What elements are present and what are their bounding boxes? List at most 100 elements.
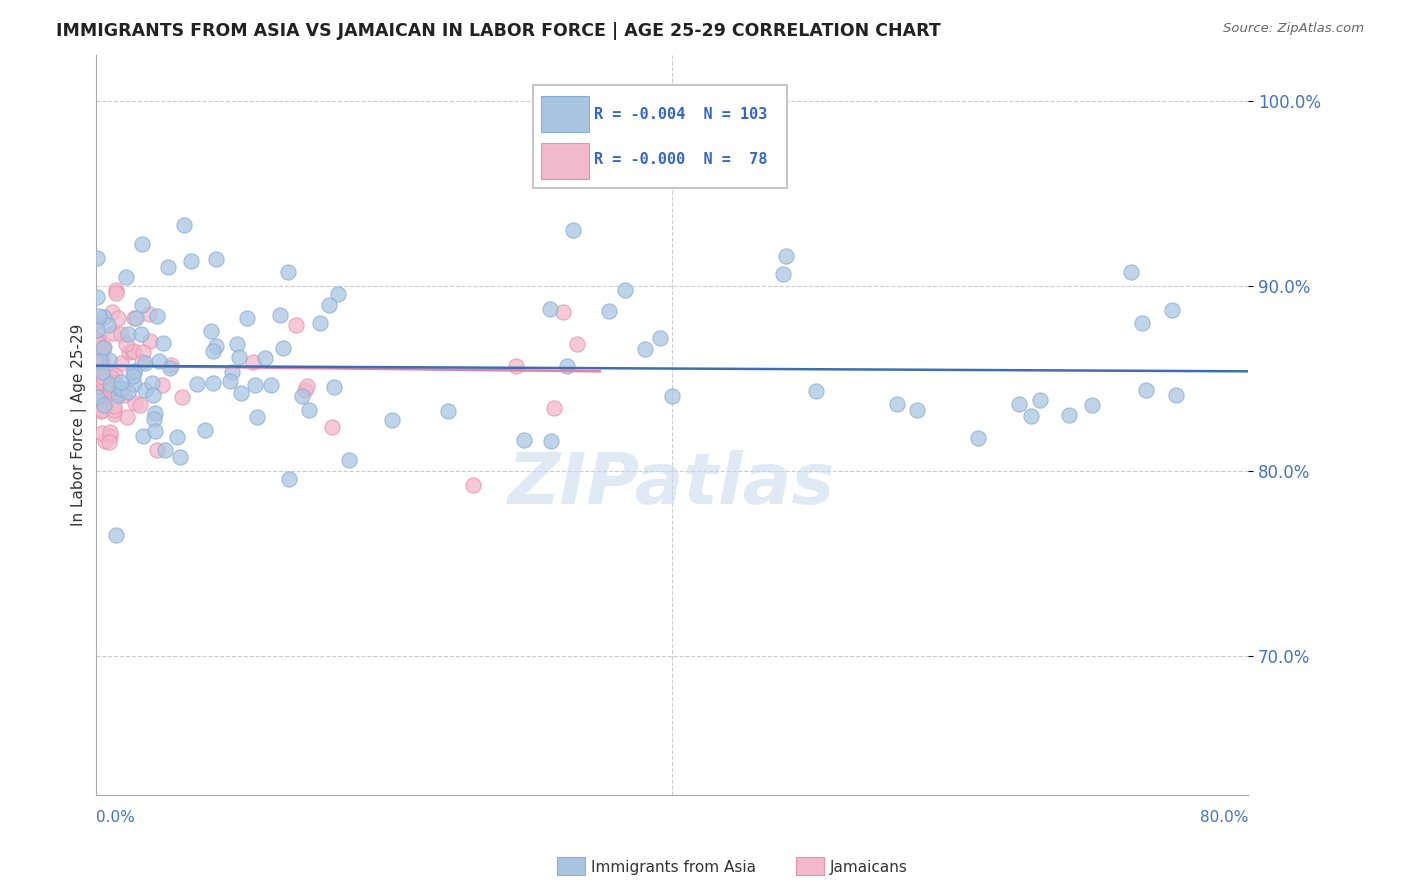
Point — [205, 252, 228, 267]
Point — [277, 264, 299, 278]
Point — [121, 369, 143, 384]
Point — [318, 298, 340, 312]
Point — [337, 452, 360, 467]
Point — [321, 420, 343, 434]
Point — [114, 270, 136, 285]
Point — [194, 423, 217, 437]
Point — [87, 393, 110, 408]
Point — [110, 356, 132, 370]
Point — [91, 341, 114, 355]
Point — [186, 377, 208, 392]
Point — [89, 309, 111, 323]
Point — [112, 388, 135, 402]
Point — [1080, 398, 1102, 412]
Point — [201, 376, 224, 391]
Point — [886, 396, 908, 410]
Point — [117, 384, 139, 399]
Point — [139, 334, 162, 349]
Point — [463, 478, 485, 492]
Point — [775, 249, 797, 263]
Point — [290, 389, 312, 403]
Point — [143, 406, 166, 420]
Text: Source: ZipAtlas.com: Source: ZipAtlas.com — [1223, 22, 1364, 36]
Text: Jamaicans: Jamaicans — [830, 860, 907, 874]
Point — [236, 310, 259, 325]
Point — [129, 398, 152, 412]
Point — [650, 331, 672, 345]
Point — [540, 434, 562, 448]
Point — [436, 404, 458, 418]
Point — [97, 318, 120, 333]
Point — [94, 434, 117, 448]
Point — [87, 350, 110, 364]
Point — [90, 404, 112, 418]
Point — [86, 343, 108, 357]
Point — [294, 383, 316, 397]
Point — [90, 372, 112, 386]
Point — [103, 376, 125, 390]
Point — [152, 378, 174, 392]
Point — [104, 284, 127, 298]
Point — [169, 450, 191, 465]
Point — [103, 385, 125, 400]
FancyBboxPatch shape — [557, 857, 585, 875]
Text: 0.0%: 0.0% — [96, 810, 135, 824]
Point — [93, 398, 115, 412]
Point — [131, 428, 153, 442]
Point — [166, 430, 188, 444]
Point — [598, 304, 620, 318]
Point — [89, 364, 111, 378]
Text: 80.0%: 80.0% — [1199, 810, 1249, 824]
Point — [86, 390, 108, 404]
Point — [104, 368, 127, 383]
Point — [204, 339, 226, 353]
Point — [134, 383, 156, 397]
Point — [111, 382, 134, 396]
Point — [152, 336, 174, 351]
Point — [86, 291, 108, 305]
Point — [295, 378, 318, 392]
Point — [159, 360, 181, 375]
Point — [634, 342, 657, 356]
Point — [103, 399, 125, 413]
Point — [259, 378, 281, 392]
Point — [229, 385, 252, 400]
Point — [228, 350, 250, 364]
Point — [160, 358, 183, 372]
Point — [145, 424, 167, 438]
Point — [131, 355, 153, 369]
Point — [121, 344, 143, 359]
Point — [298, 403, 321, 417]
Point — [89, 354, 111, 368]
Point — [93, 310, 115, 325]
Point — [108, 381, 131, 395]
Point — [86, 351, 108, 365]
Point — [1057, 409, 1080, 423]
Point — [309, 316, 332, 330]
Point — [110, 326, 132, 341]
Point — [91, 352, 114, 367]
Point — [567, 336, 589, 351]
Point — [103, 392, 125, 407]
Point — [253, 351, 276, 365]
Point — [122, 363, 145, 377]
Point — [538, 302, 561, 317]
Point — [131, 298, 153, 312]
Point — [505, 359, 527, 373]
Point — [86, 323, 108, 337]
Point — [117, 326, 139, 341]
Point — [170, 390, 193, 404]
Point — [148, 353, 170, 368]
Point — [138, 307, 160, 321]
Point — [1029, 393, 1052, 408]
Point — [614, 283, 637, 297]
Point — [125, 310, 148, 325]
Point — [134, 356, 156, 370]
Point — [200, 324, 222, 338]
Point — [91, 425, 114, 440]
Point — [1164, 388, 1187, 402]
Point — [156, 260, 179, 274]
Point — [98, 428, 121, 442]
Point — [245, 409, 267, 424]
Point — [131, 237, 153, 252]
